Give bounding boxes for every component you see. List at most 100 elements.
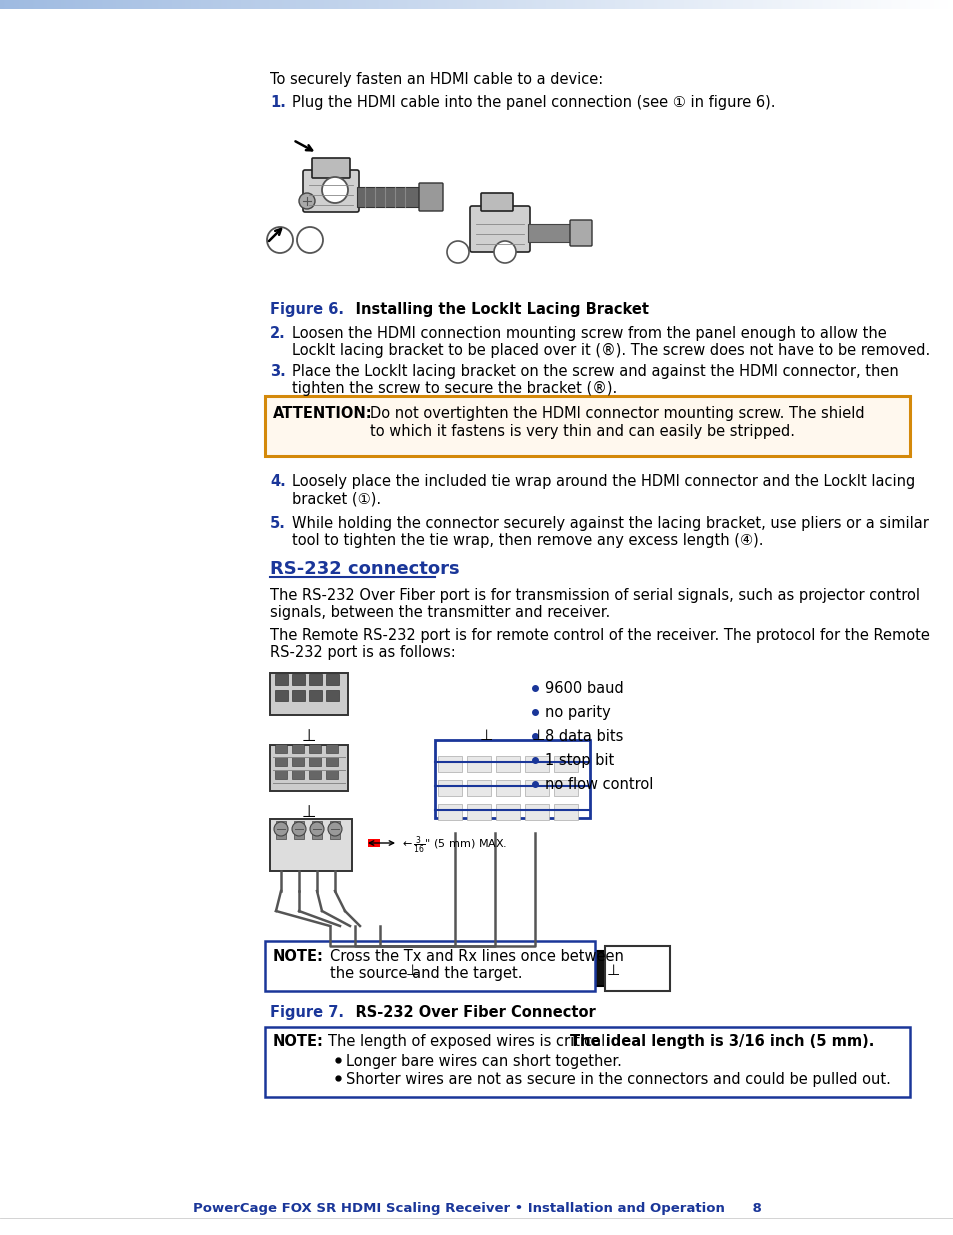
Circle shape [296,227,323,253]
Text: The Remote RS-232 port is for remote control of the receiver. The protocol for t: The Remote RS-232 port is for remote con… [270,629,929,643]
Bar [180,0,181,9]
Bar [294,821,304,839]
Bar [292,0,293,9]
Bar [926,0,927,9]
Text: Figure 6.: Figure 6. [270,303,344,317]
Bar [610,0,612,9]
Bar [448,0,449,9]
Bar [482,0,483,9]
Bar [602,0,603,9]
Bar [276,0,277,9]
Bar [770,0,771,9]
Bar [710,0,711,9]
Bar [81,0,82,9]
Bar [453,0,454,9]
Bar [107,0,108,9]
Bar [253,0,254,9]
Bar [236,0,237,9]
Bar [654,0,655,9]
Bar [32,0,33,9]
Bar [690,0,691,9]
Bar [484,0,485,9]
Bar [836,0,837,9]
Text: ⊥: ⊥ [531,727,544,743]
Bar [877,0,878,9]
Bar [826,0,827,9]
Bar [339,0,340,9]
Bar [441,0,442,9]
Bar [398,0,399,9]
Bar [13,0,14,9]
Bar [705,0,706,9]
Bar [46,0,47,9]
Bar [908,0,909,9]
Bar [716,0,717,9]
Bar [121,0,122,9]
Bar [319,0,320,9]
Bar [599,0,600,9]
Bar [29,0,30,9]
Bar [772,0,773,9]
Bar [312,821,322,839]
Text: The ideal length is 3/16 inch (5 mm).: The ideal length is 3/16 inch (5 mm). [569,1034,873,1049]
Bar [684,0,685,9]
Bar [370,0,371,9]
Bar [194,0,195,9]
Bar [920,0,921,9]
Text: ⊥: ⊥ [606,963,619,978]
Bar [518,0,519,9]
Bar [94,0,95,9]
Bar [9,0,10,9]
Text: PowerCage FOX SR HDMI Scaling Receiver • Installation and Operation      8: PowerCage FOX SR HDMI Scaling Receiver •… [193,1202,760,1215]
Bar [704,0,705,9]
Bar [419,0,420,9]
Bar [145,0,146,9]
Bar [394,0,395,9]
Bar [691,0,692,9]
Bar [692,0,693,9]
Bar [79,0,80,9]
Bar [11,0,12,9]
Bar [204,0,205,9]
Bar [892,0,893,9]
Bar [427,0,428,9]
Bar [683,0,684,9]
Bar [274,690,288,701]
Bar [0,0,1,9]
Bar [363,0,364,9]
Bar [854,0,855,9]
Bar [738,0,739,9]
Bar [911,0,912,9]
Bar [189,0,190,9]
Bar [905,0,906,9]
Bar [656,0,657,9]
Bar [521,0,522,9]
Bar [952,0,953,9]
Text: Shorter wires are not as secure in the connectors and could be pulled out.: Shorter wires are not as secure in the c… [346,1072,890,1087]
Bar [255,0,256,9]
Bar [775,0,776,9]
Bar [592,0,593,9]
Bar [861,0,862,9]
Bar [201,0,202,9]
Bar [646,0,647,9]
Bar [375,0,376,9]
Bar [385,0,386,9]
Bar [210,0,211,9]
Bar [326,757,337,766]
Bar [60,0,61,9]
Bar [800,0,801,9]
Bar [601,0,602,9]
Bar [400,0,401,9]
Bar [496,756,519,772]
Bar [761,0,762,9]
Bar [579,0,580,9]
Bar [470,0,471,9]
Bar [356,0,357,9]
Bar [896,0,897,9]
Bar [935,0,936,9]
Bar [292,757,304,766]
Bar [245,0,246,9]
Bar [885,0,886,9]
Text: to which it fastens is very thin and can easily be stripped.: to which it fastens is very thin and can… [370,424,794,438]
